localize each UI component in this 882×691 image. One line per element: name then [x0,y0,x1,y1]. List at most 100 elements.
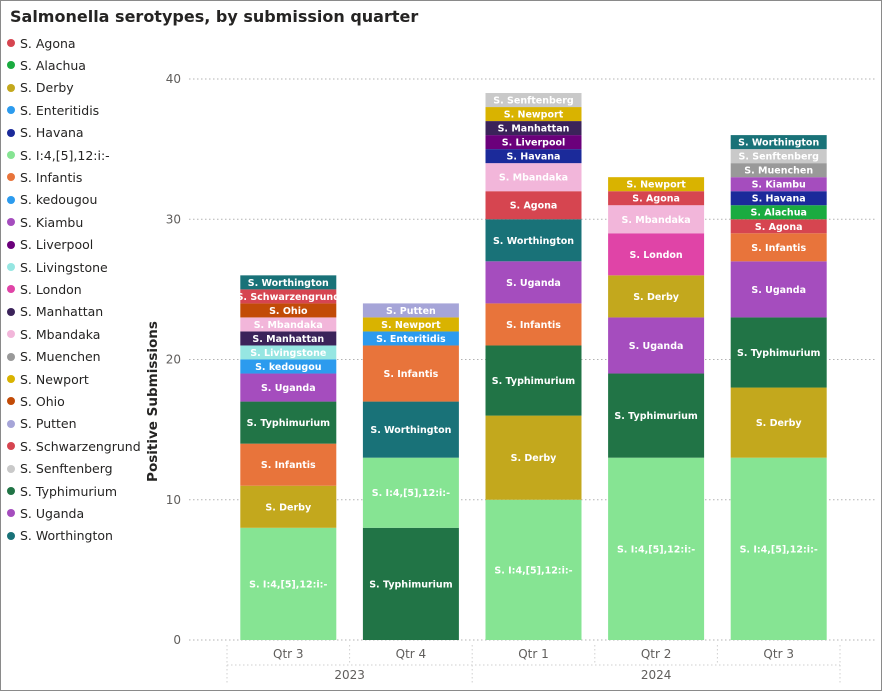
legend-item-s-senftenberg[interactable]: S. Senftenberg [7,460,113,478]
x-tick-label: Qtr 4 [396,647,427,661]
legend-item-s-derby[interactable]: S. Derby [7,79,74,97]
data-label: S. Uganda [751,285,806,296]
bar-segment-s-i-4-5-12-i [362,457,459,528]
legend-label: S. Kiambu [20,214,84,230]
legend-item-s-agona[interactable]: S. Agona [7,34,76,52]
legend-item-s-typhimurium[interactable]: S. Typhimurium [7,482,117,500]
legend-marker [7,128,15,137]
bar-segment-s-london [608,233,705,276]
legend-item-s-kiambu[interactable]: S. Kiambu [7,213,83,231]
data-label: S. Agona [755,222,803,233]
legend-item-s-schwarzengrund[interactable]: S. Schwarzengrund [7,437,141,455]
data-label: S. Uganda [629,341,684,352]
legend-item-s-manhattan[interactable]: S. Manhattan [7,303,103,321]
bar-segment-s-i-4-5-12-i [240,527,337,640]
bar-segment-s-typhimurium [240,401,337,444]
data-label: S. Schwarzengrund [237,292,340,303]
bar-segment-s-muenchen [730,163,827,178]
legend-item-s-kedougou[interactable]: S. kedougou [7,191,97,209]
legend-label: S. Havana [20,125,84,141]
data-label: S. Havana [752,194,806,205]
bar-segment-s-uganda [730,261,827,318]
bar-segment-s-worthington [240,275,337,290]
legend-label: S. Manhattan [20,304,104,320]
legend-item-s-london[interactable]: S. London [7,280,82,298]
bar-segment-s-newport [485,107,582,122]
legend-item-s-ohio[interactable]: S. Ohio [7,392,65,410]
data-label: S. Infantis [506,320,561,331]
data-label: S. Worthington [370,425,451,436]
bar-segment-s-senftenberg [485,93,582,108]
data-label: S. Typhimurium [737,348,820,359]
legend-label: S. Schwarzengrund [20,438,141,454]
bar-segment-s-derby [608,275,705,318]
data-label: S. Manhattan [498,124,570,135]
legend-item-s-uganda[interactable]: S. Uganda [7,504,84,522]
legend-item-s-liverpool[interactable]: S. Liverpool [7,236,93,254]
data-label: S. Enteritidis [376,334,446,345]
bar-segment-s-worthington [485,219,582,262]
data-label: S. Infantis [261,460,316,471]
bar-segment-s-manhattan [485,121,582,136]
legend-label: S. Uganda [20,505,85,521]
legend-label: S. Ohio [20,393,65,409]
legend-label: S. London [20,281,82,297]
legend-item-s-worthington[interactable]: S. Worthington [7,527,113,545]
legend-item-s-putten[interactable]: S. Putten [7,415,77,433]
legend-item-s-mbandaka[interactable]: S. Mbandaka [7,325,100,343]
legend-item-s-infantis[interactable]: S. Infantis [7,168,82,186]
data-label: S. Kiambu [752,180,806,191]
legend-marker [7,61,15,70]
legend-label: S. Senftenberg [20,461,113,477]
bar-segment-s-ohio [240,303,337,318]
bar-segment-s-uganda [485,261,582,304]
data-label: S. Uganda [261,383,316,394]
bar-segment-s-agona [485,191,582,220]
bar-segment-s-liverpool [485,135,582,150]
data-label: S. Worthington [248,278,329,289]
legend-item-s-i-4-5-12-i[interactable]: S. I:4,[5],12:i:- [7,146,110,164]
bar-segment-s-mbandaka [240,317,337,332]
legend-marker [7,106,15,115]
bar-segment-s-agona [730,219,827,234]
legend-item-s-havana[interactable]: S. Havana [7,124,84,142]
data-label: S. Infantis [751,243,806,254]
data-label: S. Uganda [506,278,561,289]
y-tick-label: 30 [166,212,181,226]
legend-item-s-alachua[interactable]: S. Alachua [7,56,86,74]
bar-segment-s-newport [608,177,705,192]
legend-label: S. Typhimurium [20,483,118,499]
data-label: S. Infantis [383,369,438,380]
bar-segment-s-mbandaka [608,205,705,234]
legend-marker [7,330,15,339]
data-label: S. Derby [633,292,680,303]
legend-item-s-newport[interactable]: S. Newport [7,370,89,388]
bar-segment-s-agona [608,191,705,206]
data-label: S. Manhattan [252,334,324,345]
legend-item-s-muenchen[interactable]: S. Muenchen [7,348,101,366]
y-tick-label: 40 [166,72,181,86]
data-label: S. Alachua [751,208,807,219]
data-label: S. Typhimurium [369,579,452,590]
bar-segment-s-havana [485,149,582,164]
legend-item-s-enteritidis[interactable]: S. Enteritidis [7,101,99,119]
bar-segment-s-i-4-5-12-i [485,499,582,640]
data-label: S. Havana [507,152,561,163]
data-label: S. Derby [265,502,312,513]
data-label: S. Mbandaka [254,320,323,331]
data-label: S. kedougou [255,362,321,373]
data-label: S. Agona [510,201,558,212]
legend-item-s-livingstone[interactable]: S. Livingstone [7,258,108,276]
bar-segment-s-typhimurium [608,373,705,458]
legend-marker [7,173,15,182]
bar-segment-s-livingstone [240,345,337,360]
legend-label: S. Liverpool [20,237,94,253]
bar-segment-s-derby [730,387,827,458]
x-tick-label: Qtr 3 [763,647,794,661]
x-group-label: 2024 [641,668,672,682]
legend-label: S. Agona [20,35,76,51]
legend-marker [7,442,15,451]
data-label: S. Muenchen [744,166,813,177]
